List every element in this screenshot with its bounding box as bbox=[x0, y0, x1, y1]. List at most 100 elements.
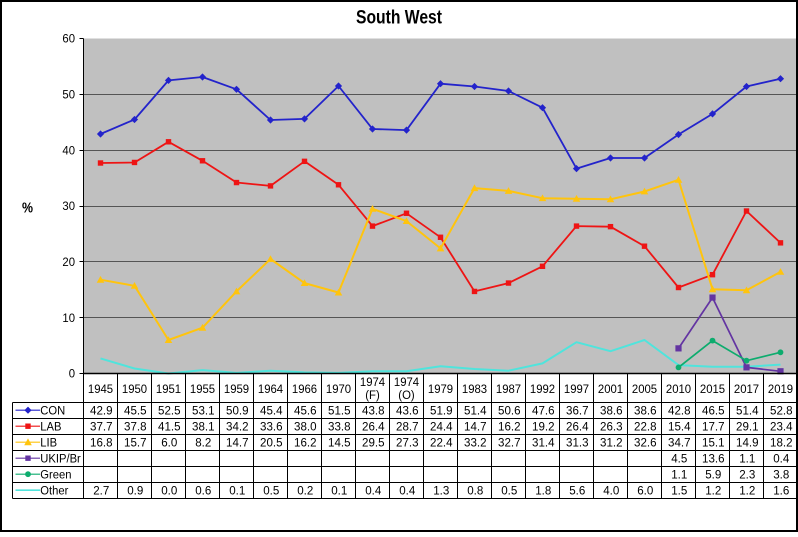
svg-text:17.7: 17.7 bbox=[702, 420, 725, 434]
svg-text:31.3: 31.3 bbox=[566, 436, 589, 450]
svg-text:45.5: 45.5 bbox=[124, 404, 147, 418]
svg-text:26.3: 26.3 bbox=[600, 420, 623, 434]
svg-text:53.1: 53.1 bbox=[192, 404, 215, 418]
svg-text:CON: CON bbox=[40, 404, 65, 418]
svg-text:60: 60 bbox=[62, 32, 75, 46]
svg-text:31.4: 31.4 bbox=[532, 436, 555, 450]
svg-text:13.6: 13.6 bbox=[702, 452, 725, 466]
svg-text:0.5: 0.5 bbox=[263, 484, 279, 498]
svg-text:19.2: 19.2 bbox=[532, 420, 555, 434]
svg-text:1.8: 1.8 bbox=[535, 484, 551, 498]
svg-text:26.4: 26.4 bbox=[566, 420, 589, 434]
svg-text:2019: 2019 bbox=[768, 382, 793, 396]
svg-text:(O): (O) bbox=[398, 388, 414, 402]
svg-text:2017: 2017 bbox=[734, 382, 759, 396]
svg-text:33.8: 33.8 bbox=[328, 420, 351, 434]
svg-text:0.2: 0.2 bbox=[297, 484, 313, 498]
svg-text:2015: 2015 bbox=[700, 382, 725, 396]
svg-text:1.3: 1.3 bbox=[433, 484, 449, 498]
svg-text:1992: 1992 bbox=[530, 382, 555, 396]
svg-text:1987: 1987 bbox=[496, 382, 521, 396]
svg-text:51.9: 51.9 bbox=[430, 404, 453, 418]
svg-text:14.5: 14.5 bbox=[328, 436, 351, 450]
svg-text:0: 0 bbox=[69, 367, 76, 381]
svg-text:38.6: 38.6 bbox=[634, 404, 657, 418]
svg-text:29.1: 29.1 bbox=[736, 420, 759, 434]
svg-text:34.7: 34.7 bbox=[668, 436, 691, 450]
svg-text:37.8: 37.8 bbox=[124, 420, 147, 434]
svg-text:1974: 1974 bbox=[360, 375, 385, 389]
svg-text:0.4: 0.4 bbox=[399, 484, 415, 498]
svg-text:52.5: 52.5 bbox=[158, 404, 181, 418]
svg-text:0.4: 0.4 bbox=[365, 484, 381, 498]
svg-text:16.2: 16.2 bbox=[498, 420, 521, 434]
svg-text:42.9: 42.9 bbox=[90, 404, 113, 418]
svg-text:0.5: 0.5 bbox=[501, 484, 517, 498]
svg-text:32.7: 32.7 bbox=[498, 436, 521, 450]
svg-text:Other: Other bbox=[40, 484, 68, 498]
svg-text:3.8: 3.8 bbox=[773, 468, 789, 482]
svg-text:1.1: 1.1 bbox=[739, 452, 755, 466]
svg-text:51.5: 51.5 bbox=[328, 404, 351, 418]
svg-text:22.8: 22.8 bbox=[634, 420, 657, 434]
svg-text:18.2: 18.2 bbox=[770, 436, 793, 450]
svg-text:1945: 1945 bbox=[88, 382, 113, 396]
svg-text:Green: Green bbox=[40, 468, 71, 482]
svg-text:14.7: 14.7 bbox=[464, 420, 487, 434]
svg-text:LIB: LIB bbox=[40, 436, 57, 450]
svg-text:1966: 1966 bbox=[292, 382, 317, 396]
svg-text:45.4: 45.4 bbox=[260, 404, 283, 418]
svg-text:31.2: 31.2 bbox=[600, 436, 623, 450]
svg-text:20.5: 20.5 bbox=[260, 436, 283, 450]
svg-text:14.9: 14.9 bbox=[736, 436, 759, 450]
svg-text:15.1: 15.1 bbox=[702, 436, 725, 450]
svg-text:42.8: 42.8 bbox=[668, 404, 691, 418]
svg-text:20: 20 bbox=[62, 255, 75, 269]
svg-text:0.1: 0.1 bbox=[331, 484, 347, 498]
svg-text:0.1: 0.1 bbox=[229, 484, 245, 498]
svg-text:16.8: 16.8 bbox=[90, 436, 113, 450]
svg-text:1.2: 1.2 bbox=[705, 484, 721, 498]
svg-text:30: 30 bbox=[62, 199, 75, 213]
svg-text:16.2: 16.2 bbox=[294, 436, 317, 450]
svg-text:34.2: 34.2 bbox=[226, 420, 249, 434]
svg-text:1.1: 1.1 bbox=[671, 468, 687, 482]
svg-text:1997: 1997 bbox=[564, 382, 589, 396]
svg-text:2.3: 2.3 bbox=[739, 468, 755, 482]
svg-text:43.6: 43.6 bbox=[396, 404, 419, 418]
svg-text:10: 10 bbox=[62, 311, 75, 325]
svg-text:1.2: 1.2 bbox=[739, 484, 755, 498]
svg-text:41.5: 41.5 bbox=[158, 420, 181, 434]
svg-text:36.7: 36.7 bbox=[566, 404, 589, 418]
svg-text:0.8: 0.8 bbox=[467, 484, 483, 498]
svg-text:6.0: 6.0 bbox=[161, 436, 177, 450]
svg-text:32.6: 32.6 bbox=[634, 436, 657, 450]
svg-text:4.0: 4.0 bbox=[603, 484, 619, 498]
svg-text:15.4: 15.4 bbox=[668, 420, 691, 434]
svg-text:46.5: 46.5 bbox=[702, 404, 725, 418]
svg-text:40: 40 bbox=[62, 143, 75, 157]
svg-text:6.0: 6.0 bbox=[637, 484, 653, 498]
svg-text:50: 50 bbox=[62, 88, 75, 102]
svg-text:47.6: 47.6 bbox=[532, 404, 555, 418]
svg-text:South West: South West bbox=[356, 7, 443, 28]
svg-text:(F): (F) bbox=[365, 388, 380, 402]
svg-text:1.6: 1.6 bbox=[773, 484, 789, 498]
svg-text:1950: 1950 bbox=[122, 382, 147, 396]
svg-text:45.6: 45.6 bbox=[294, 404, 317, 418]
svg-text:22.4: 22.4 bbox=[430, 436, 453, 450]
svg-text:UKIP/Br: UKIP/Br bbox=[40, 452, 81, 466]
svg-text:15.7: 15.7 bbox=[124, 436, 147, 450]
svg-text:27.3: 27.3 bbox=[396, 436, 419, 450]
svg-text:50.6: 50.6 bbox=[498, 404, 521, 418]
svg-text:0.4: 0.4 bbox=[773, 452, 789, 466]
svg-text:50.9: 50.9 bbox=[226, 404, 249, 418]
svg-text:33.2: 33.2 bbox=[464, 436, 487, 450]
svg-text:38.1: 38.1 bbox=[192, 420, 215, 434]
svg-text:0.0: 0.0 bbox=[161, 484, 177, 498]
svg-text:1970: 1970 bbox=[326, 382, 351, 396]
svg-text:1959: 1959 bbox=[224, 382, 249, 396]
svg-text:1983: 1983 bbox=[462, 382, 487, 396]
svg-text:29.5: 29.5 bbox=[362, 436, 385, 450]
svg-text:1979: 1979 bbox=[428, 382, 453, 396]
